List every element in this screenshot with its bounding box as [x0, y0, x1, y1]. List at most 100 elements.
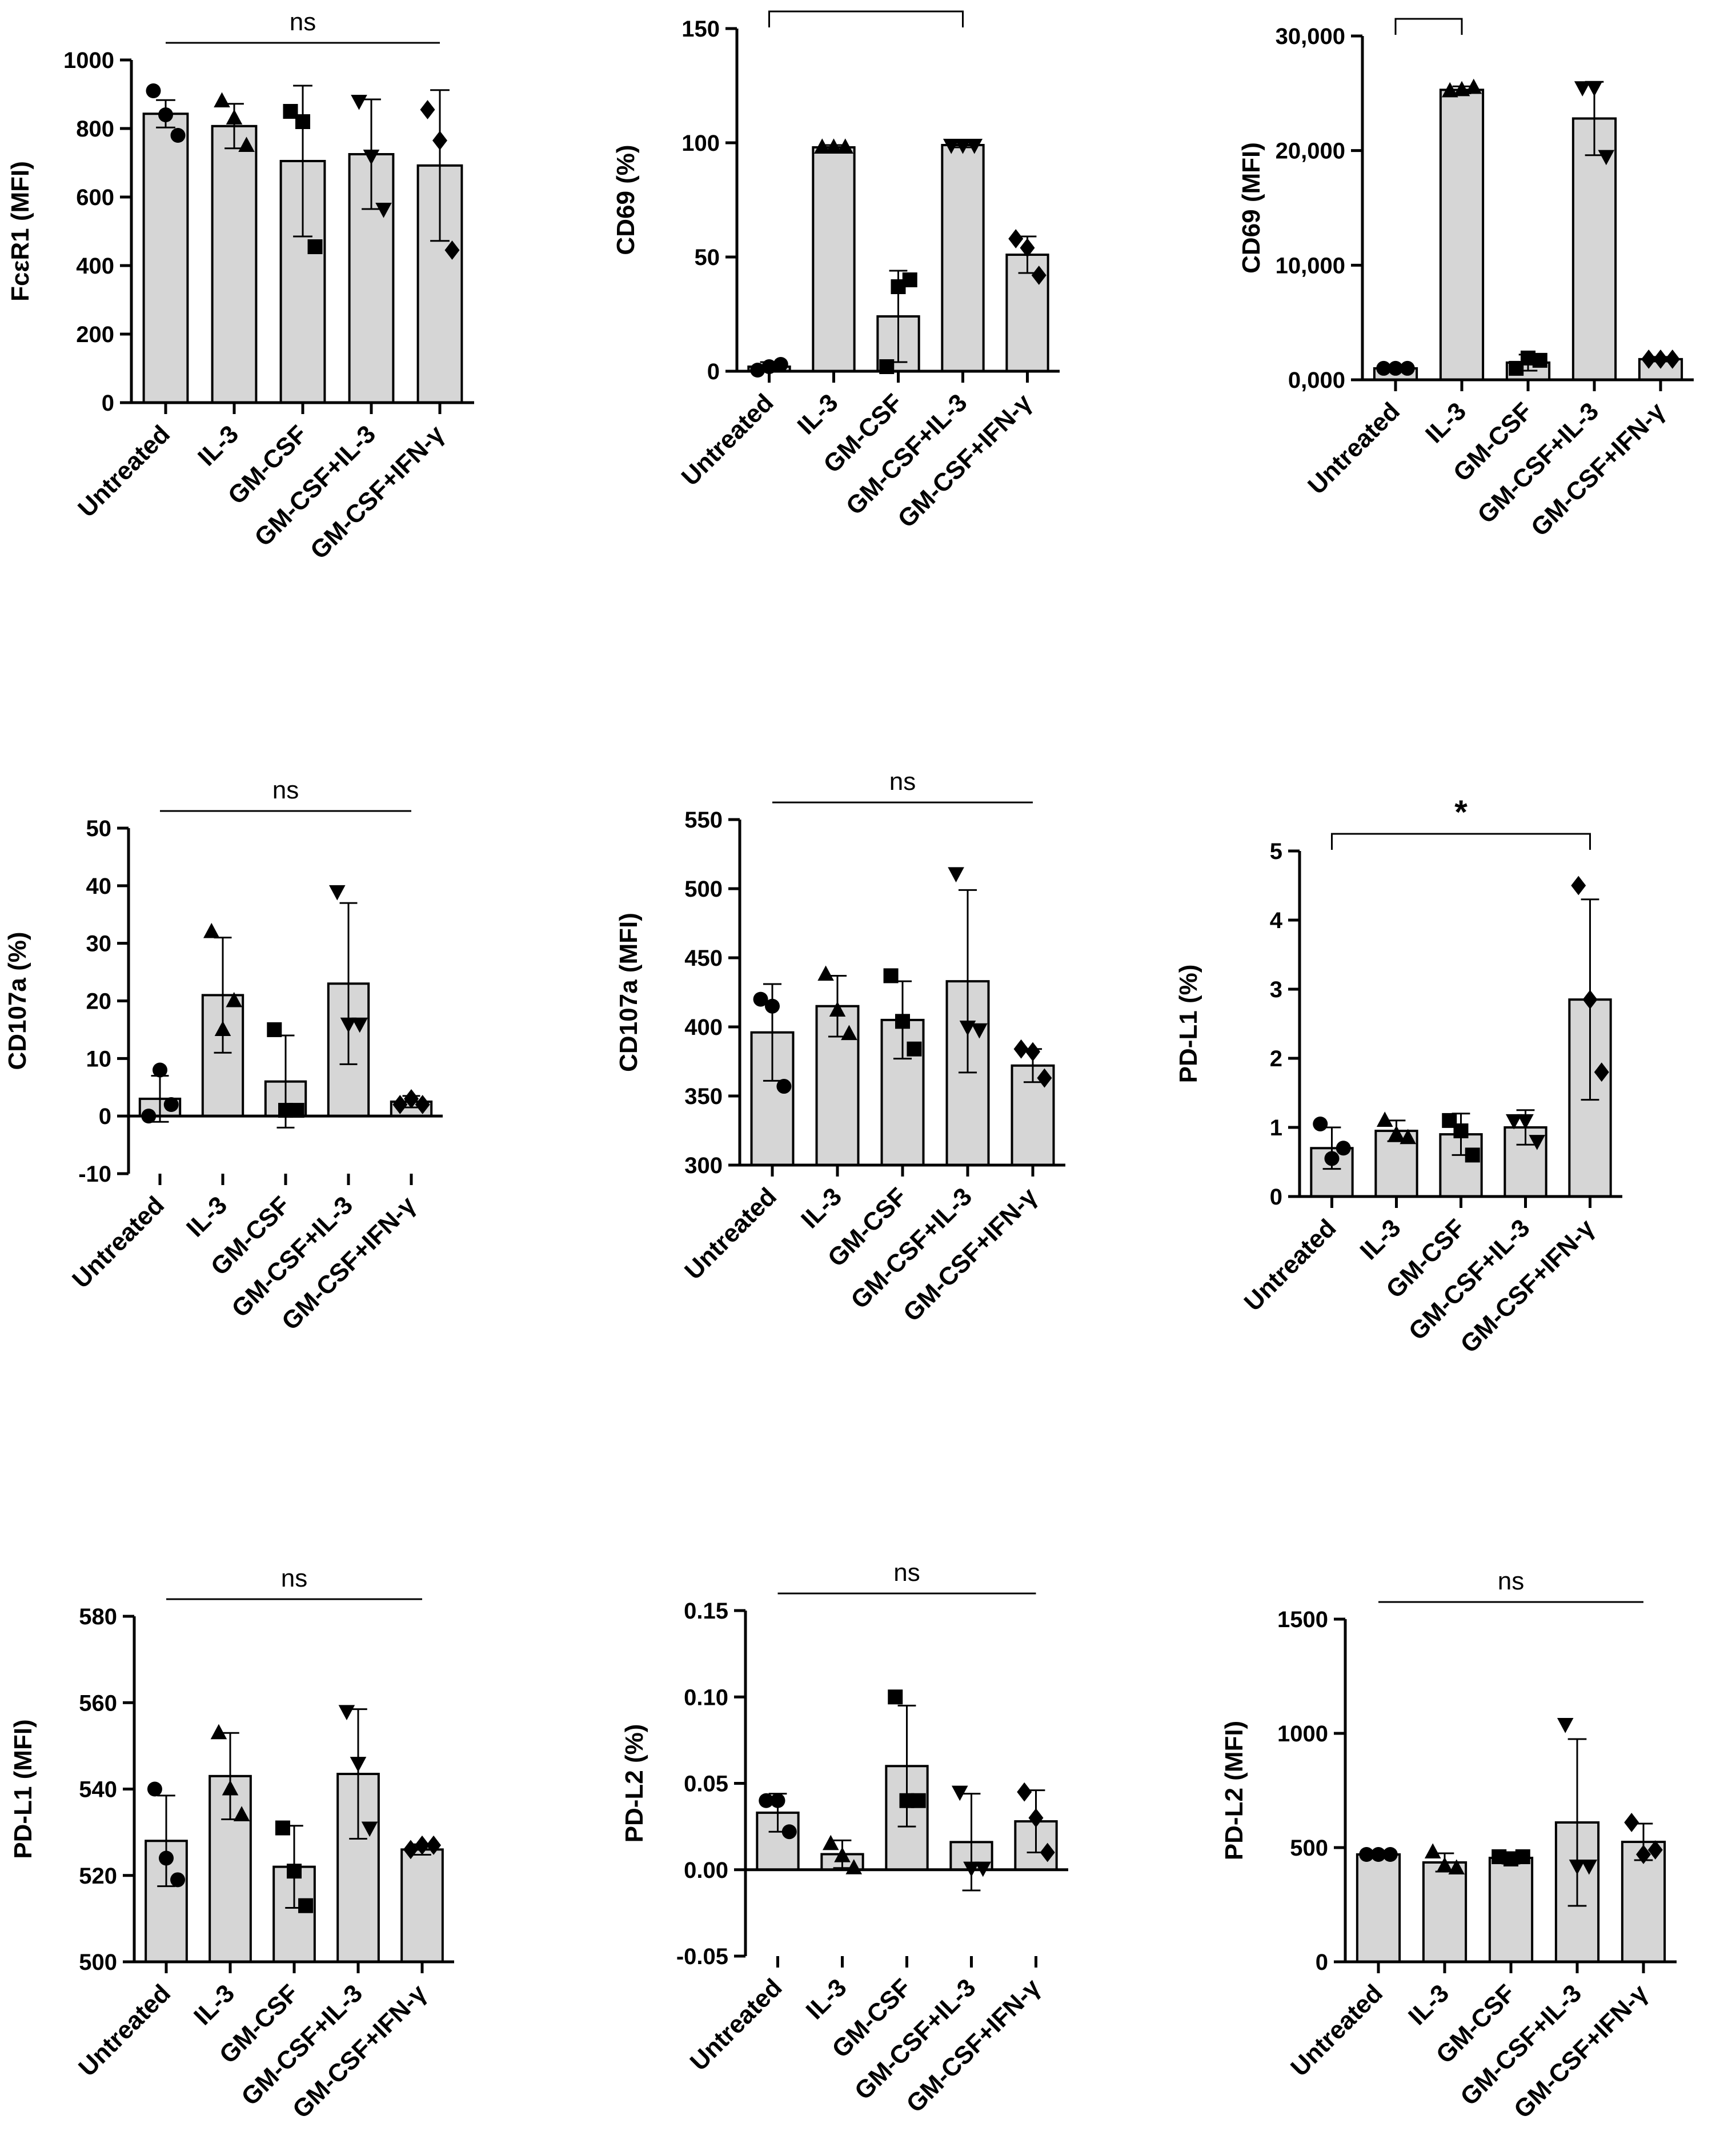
y-tick-label: 300: [684, 1153, 723, 1178]
y-tick-label: 500: [79, 1950, 117, 1975]
bar-il3: [211, 125, 258, 404]
data-point-gmcsf-ifng: [444, 240, 460, 260]
bar-gmcsf-il3: [1571, 117, 1617, 381]
y-tick-label: 50: [86, 816, 112, 841]
data-point-gmcsf-ifng: [1624, 1813, 1639, 1832]
data-point-gmcsf-ifng: [432, 131, 447, 150]
data-point-il3: [222, 1780, 239, 1796]
data-point-gmcsf-il3: [948, 867, 964, 882]
significance-label: ns: [893, 1559, 920, 1587]
y-tick-label: 350: [684, 1084, 723, 1109]
data-point-il3: [825, 138, 842, 154]
data-point-gmcsf-ifng: [403, 1840, 418, 1860]
significance-label: ns: [290, 8, 316, 36]
data-point-untreated: [163, 1097, 179, 1112]
data-point-il3: [210, 1724, 227, 1740]
data-point-untreated: [1324, 1151, 1340, 1166]
data-point-gmcsf-il3: [966, 138, 983, 154]
bar-gmcsf-ifng: [400, 1848, 444, 1963]
significance-label: *: [1454, 794, 1468, 831]
y-tick-label: 50: [695, 245, 720, 270]
y-tick-label: 1500: [1277, 1607, 1328, 1632]
data-point-gmcsf-il3: [375, 202, 392, 218]
x-tick-label-untreated: Untreated: [1302, 397, 1405, 500]
data-point-gmcsf-il3: [351, 94, 367, 110]
x-tick-label-untreated: Untreated: [685, 1973, 788, 2076]
x-tick-label-il3: IL-3: [193, 420, 244, 471]
y-tick-label: 580: [79, 1604, 117, 1629]
data-point-il3: [1400, 1129, 1417, 1145]
data-point-gmcsf-ifng: [1665, 349, 1680, 369]
y-tick-label: 0: [102, 391, 114, 416]
data-point-untreated: [1400, 360, 1415, 376]
data-point-il3: [238, 136, 255, 152]
data-point-il3: [834, 1846, 851, 1862]
data-point-untreated: [153, 1062, 167, 1078]
data-point-untreated: [781, 1824, 797, 1840]
y-tick-label: 1000: [1277, 1721, 1328, 1747]
significance-bracket: [1331, 833, 1591, 850]
data-point-il3: [1376, 1111, 1393, 1127]
data-point-gmcsf: [902, 272, 917, 287]
y-tick-label: -0.05: [676, 1944, 728, 1969]
data-point-untreated: [765, 998, 780, 1014]
data-point-gmcsf-il3: [1569, 1859, 1586, 1875]
data-point-gmcsf: [1465, 1147, 1480, 1163]
bar-untreated: [1356, 1853, 1401, 1963]
data-point-gmcsf: [907, 1041, 922, 1057]
y-tick-label: 450: [684, 946, 723, 971]
y-tick-label: 4: [1270, 908, 1283, 933]
y-tick-label: 540: [79, 1777, 117, 1802]
data-point-gmcsf-il3: [955, 138, 971, 154]
data-point-gmcsf-ifng: [426, 1835, 442, 1855]
x-tick-label-il3: IL-3: [1420, 397, 1472, 448]
data-point-untreated: [770, 1793, 785, 1808]
data-point-untreated: [1388, 360, 1403, 376]
x-tick-label-untreated: Untreated: [676, 388, 779, 491]
y-axis-label: CD69 (MFI): [1237, 142, 1265, 274]
y-tick-label: 0.15: [684, 1599, 728, 1624]
data-point-untreated: [159, 1850, 174, 1866]
data-point-untreated: [753, 991, 768, 1007]
data-point-gmcsf-il3: [1574, 81, 1591, 97]
data-point-untreated: [170, 128, 186, 143]
data-point-gmcsf-il3: [1505, 1114, 1522, 1130]
data-point-il3: [1424, 1843, 1441, 1859]
data-point-gmcsf: [1532, 352, 1547, 368]
y-tick-label: 500: [1290, 1836, 1328, 1861]
data-point-il3: [233, 1806, 250, 1821]
data-point-gmcsf: [275, 1820, 290, 1836]
data-point-gmcsf-ifng: [415, 1095, 430, 1114]
data-point-gmcsf-ifng: [1025, 1042, 1040, 1062]
data-point-untreated: [147, 1781, 162, 1797]
data-point-untreated: [776, 1079, 792, 1094]
data-point-untreated: [1336, 1141, 1351, 1156]
data-point-untreated: [158, 107, 173, 122]
data-point-gmcsf-ifng: [1017, 1782, 1032, 1802]
y-tick-label: 520: [79, 1864, 117, 1889]
data-point-gmcsf-ifng: [1037, 1068, 1052, 1088]
data-point-gmcsf-ifng: [415, 1835, 430, 1855]
data-point-gmcsf: [298, 1898, 314, 1913]
y-tick-label: 3: [1270, 977, 1282, 1002]
data-point-untreated: [773, 357, 788, 372]
y-tick-label: 400: [76, 254, 114, 279]
data-point-il3: [1388, 1125, 1405, 1141]
significance-label: ns: [272, 776, 299, 804]
y-tick-label: 0.00: [684, 1858, 728, 1883]
data-point-il3: [1441, 82, 1458, 98]
y-axis-label: PD-L1 (MFI): [9, 1719, 37, 1858]
data-point-gmcsf: [1515, 1849, 1530, 1864]
data-point-untreated: [759, 1793, 774, 1808]
y-tick-label: -10: [78, 1162, 111, 1187]
significance-label: ns: [281, 1564, 307, 1592]
x-tick-label-il3: IL-3: [792, 388, 844, 440]
data-point-gmcsf-il3: [1517, 1114, 1534, 1130]
data-point-gmcsf-il3: [1598, 150, 1615, 166]
bar-gmcsf-il3: [941, 144, 985, 372]
y-axis-label: CD107a (%): [3, 932, 31, 1070]
data-point-gmcsf-il3: [1557, 1717, 1574, 1733]
data-point-gmcsf-il3: [338, 1705, 355, 1720]
